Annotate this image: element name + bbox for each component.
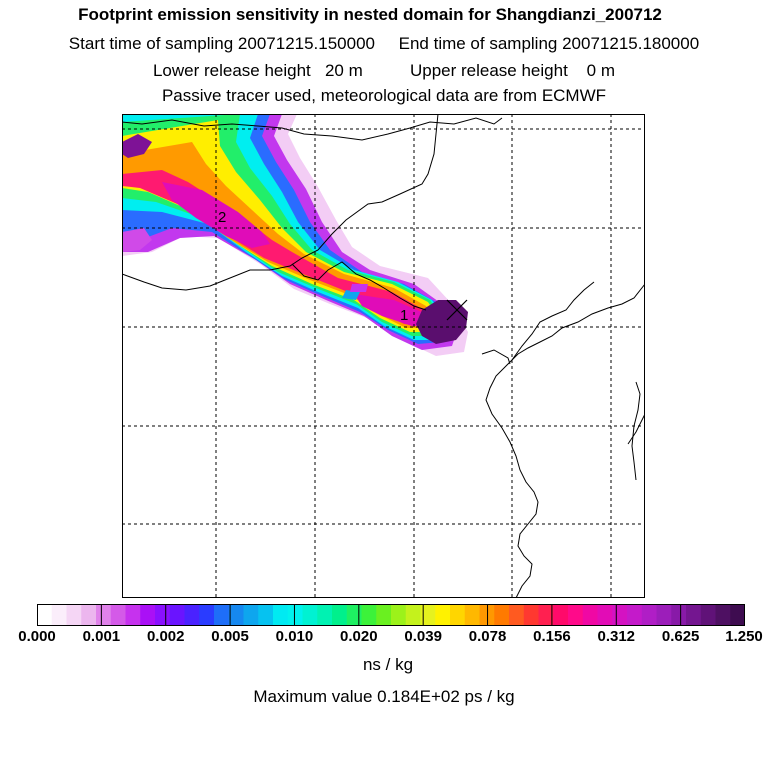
legend-swatch	[656, 604, 672, 626]
legend-swatch	[317, 604, 333, 626]
sampling-times: Start time of sampling 20071215.150000 E…	[68, 34, 700, 53]
tracer-info: Passive tracer used, meteorological data…	[161, 86, 607, 105]
legend-tick-label: 0.010	[275, 628, 314, 645]
legend-swatch	[155, 604, 171, 626]
legend-swatch	[361, 604, 377, 626]
legend-swatch	[169, 604, 186, 626]
legend-swatch	[110, 604, 127, 626]
footprint-map: 2 1	[122, 114, 645, 598]
maximum-value: Maximum value 0.184E+02 ps / kg	[253, 687, 515, 706]
legend-tick-label: 0.625	[661, 628, 700, 645]
legend-swatch	[509, 604, 525, 626]
legend-swatch	[37, 604, 53, 626]
legend-swatch	[671, 604, 687, 626]
legend-swatch	[523, 604, 540, 626]
legend-swatch	[420, 604, 436, 626]
legend-swatch	[494, 604, 510, 626]
legend-swatch	[287, 604, 304, 626]
legend-swatch	[538, 604, 554, 626]
legend-swatch	[730, 604, 746, 626]
legend-tick-label: 0.039	[404, 628, 442, 645]
legend-tick-label: 0.156	[533, 628, 571, 645]
legend-tick-label: 0.000	[18, 628, 56, 645]
legend-swatch	[258, 604, 274, 626]
legend-swatch	[464, 604, 481, 626]
legend-swatch	[627, 604, 643, 626]
legend-swatch	[184, 604, 200, 626]
color-legend	[37, 604, 746, 626]
legend-swatch	[641, 604, 658, 626]
max-label-2: 2	[218, 209, 226, 226]
legend-swatch	[51, 604, 68, 626]
legend-swatch	[376, 604, 392, 626]
legend-swatch	[686, 604, 702, 626]
legend-units: ns / kg	[362, 655, 414, 674]
legend-frame	[37, 604, 745, 626]
legend-swatch	[228, 604, 245, 626]
legend-swatch	[332, 604, 348, 626]
legend-swatch	[715, 604, 731, 626]
release-heights: Lower release height 20 m Upper release …	[152, 61, 616, 80]
map-frame	[122, 114, 645, 598]
legend-swatch	[450, 604, 466, 626]
legend-swatch	[214, 604, 230, 626]
legend-swatch	[435, 604, 451, 626]
legend-tick-label: 0.312	[597, 628, 636, 645]
legend-swatch	[96, 604, 112, 626]
legend-tick-label: 0.078	[468, 628, 507, 645]
legend-tick-label: 0.001	[82, 628, 121, 645]
legend-swatch	[302, 604, 318, 626]
legend-swatch	[582, 604, 599, 626]
legend-swatch	[66, 604, 82, 626]
footprint-plume	[122, 114, 468, 356]
coastlines	[122, 114, 645, 598]
legend-swatch	[140, 604, 156, 626]
legend-tick-label: 0.002	[146, 628, 185, 645]
legend-swatch	[125, 604, 141, 626]
map-title: Footprint emission sensitivity in nested…	[78, 5, 662, 24]
legend-swatch	[700, 604, 717, 626]
legend-swatch	[199, 604, 215, 626]
legend-tick-label: 0.005	[211, 628, 249, 645]
lat-lon-grid	[122, 114, 645, 598]
legend-swatch	[273, 604, 289, 626]
legend-swatch	[346, 604, 363, 626]
legend-tick-label: 0.020	[340, 628, 378, 645]
legend-swatch	[553, 604, 569, 626]
x-mark-icon	[446, 299, 468, 321]
legend-swatch	[81, 604, 97, 626]
legend-swatch	[568, 604, 584, 626]
max-label-1: 1	[400, 307, 408, 324]
legend-swatch	[391, 604, 407, 626]
legend-swatch	[612, 604, 628, 626]
legend-tick-label: 1.250	[725, 628, 763, 645]
legend-swatch	[597, 604, 613, 626]
legend-swatch	[243, 604, 259, 626]
legend-swatch	[405, 604, 422, 626]
